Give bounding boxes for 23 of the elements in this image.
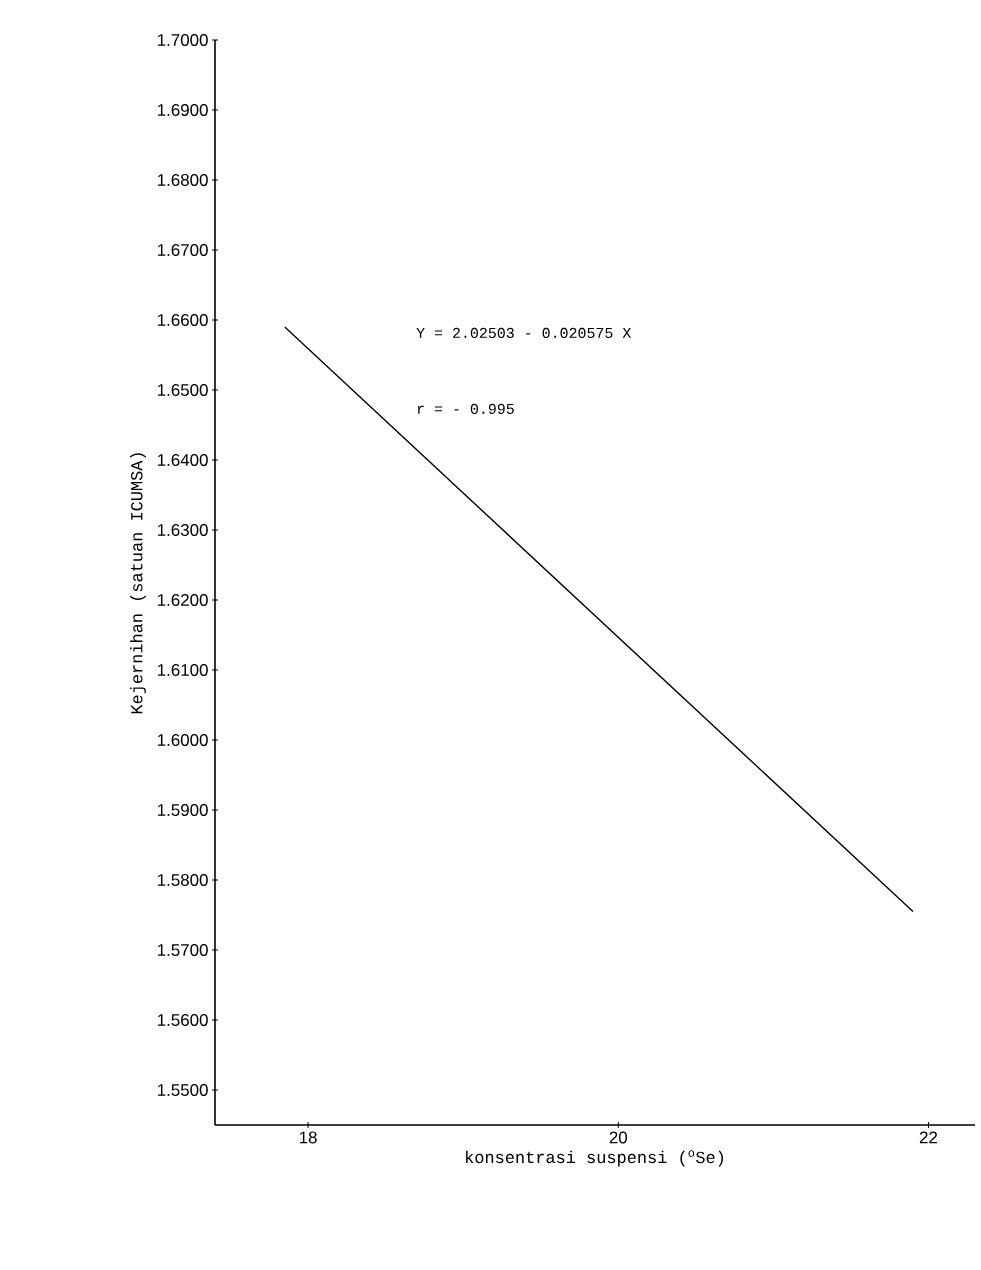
y-tick-label: 1.6100 — [157, 663, 208, 676]
y-tick-label: 1.5700 — [157, 943, 208, 956]
y-tick-label: 1.6300 — [157, 523, 208, 536]
y-tick-label: 1.6800 — [157, 173, 208, 186]
y-tick-label: 1.5900 — [157, 803, 208, 816]
y-tick-label: 1.6000 — [157, 733, 208, 746]
x-tick-label: 18 — [299, 1131, 317, 1144]
annotation: r = - 0.995 — [417, 403, 514, 414]
x-tick-label: 22 — [919, 1131, 938, 1144]
y-tick-label: 1.5800 — [157, 873, 208, 886]
y-tick-label: 1.6600 — [157, 313, 208, 326]
y-tick-label: 1.5600 — [157, 1013, 208, 1026]
y-tick-label: 1.6400 — [157, 453, 208, 466]
y-tick-label: 1.7000 — [157, 33, 208, 46]
annotation: Y = 2.02503 - 0.020575 X — [416, 327, 632, 339]
x-axis-title: konsentrasi suspensi ($^{o}$Se) — [466, 1150, 723, 1167]
y-tick-label: 1.6900 — [157, 103, 208, 116]
y-tick-label: 1.5500 — [157, 1083, 208, 1096]
x-tick-label: 20 — [609, 1131, 628, 1144]
y-axis-title: Kejernihan (satuan ICUMSA) — [130, 453, 146, 714]
y-tick-label: 1.6500 — [157, 383, 208, 396]
y-tick-label: 1.6700 — [157, 243, 208, 256]
y-tick-label: 1.6200 — [157, 593, 208, 606]
